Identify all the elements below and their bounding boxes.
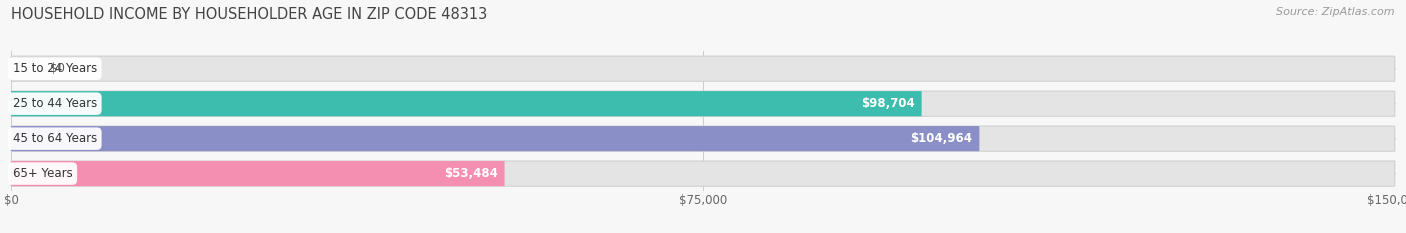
Text: 65+ Years: 65+ Years xyxy=(13,167,72,180)
Text: Source: ZipAtlas.com: Source: ZipAtlas.com xyxy=(1277,7,1395,17)
FancyBboxPatch shape xyxy=(11,126,980,151)
Text: $53,484: $53,484 xyxy=(444,167,498,180)
Text: 15 to 24 Years: 15 to 24 Years xyxy=(13,62,97,75)
FancyBboxPatch shape xyxy=(11,56,1395,81)
Text: HOUSEHOLD INCOME BY HOUSEHOLDER AGE IN ZIP CODE 48313: HOUSEHOLD INCOME BY HOUSEHOLDER AGE IN Z… xyxy=(11,7,488,22)
FancyBboxPatch shape xyxy=(11,161,505,186)
FancyBboxPatch shape xyxy=(11,161,1395,186)
Text: $0: $0 xyxy=(51,62,65,75)
FancyBboxPatch shape xyxy=(11,126,1395,151)
Text: $98,704: $98,704 xyxy=(860,97,915,110)
FancyBboxPatch shape xyxy=(11,91,921,116)
Text: $104,964: $104,964 xyxy=(911,132,973,145)
FancyBboxPatch shape xyxy=(11,91,1395,116)
Text: 45 to 64 Years: 45 to 64 Years xyxy=(13,132,97,145)
Text: 25 to 44 Years: 25 to 44 Years xyxy=(13,97,97,110)
